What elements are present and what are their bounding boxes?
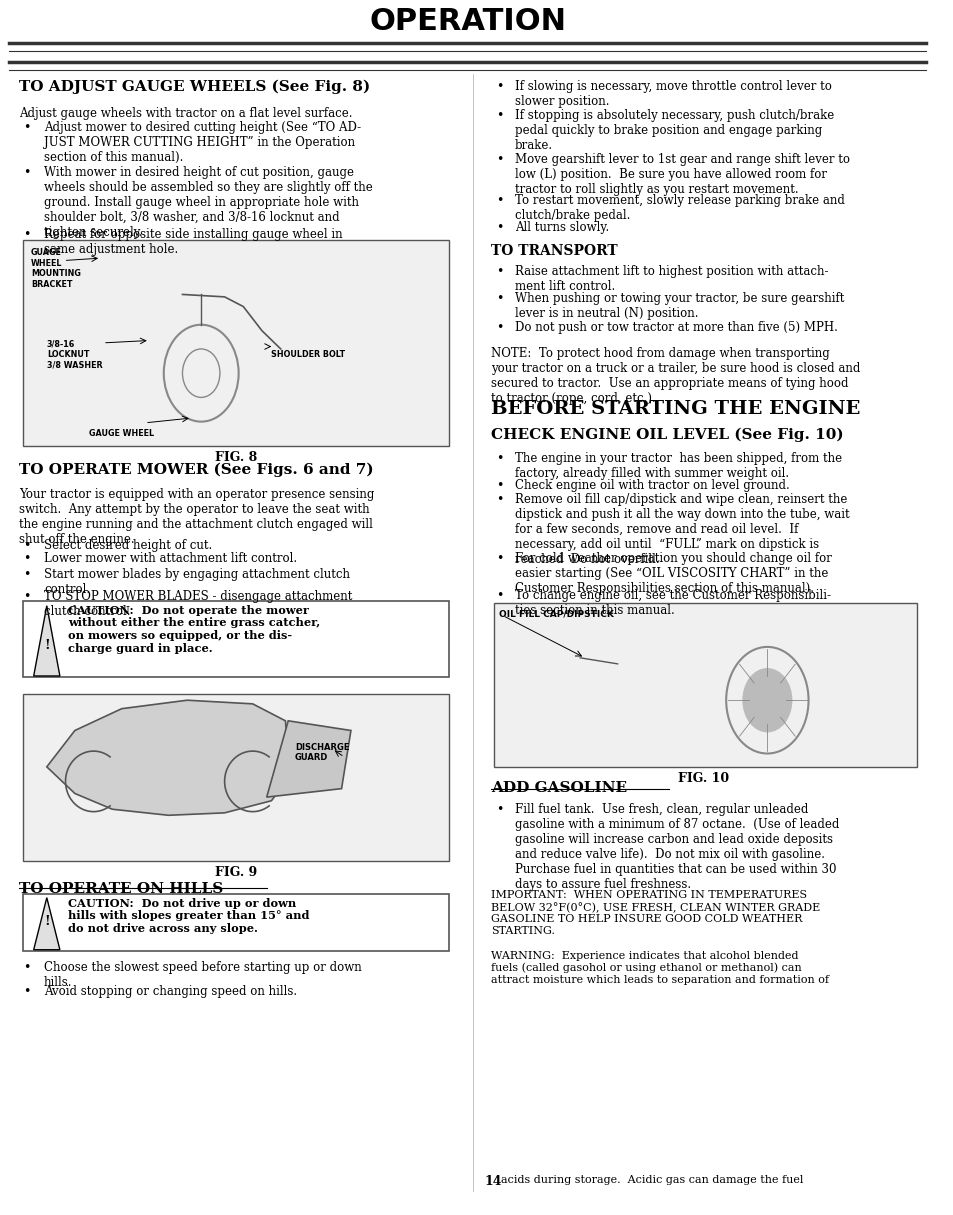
Text: BEFORE STARTING THE ENGINE: BEFORE STARTING THE ENGINE bbox=[491, 400, 860, 418]
Text: •: • bbox=[496, 194, 503, 207]
Text: OIL FILL CAP/DIPSTICK: OIL FILL CAP/DIPSTICK bbox=[498, 610, 613, 618]
Text: •: • bbox=[496, 80, 503, 94]
Text: If slowing is necessary, move throttle control lever to
slower position.: If slowing is necessary, move throttle c… bbox=[515, 80, 831, 108]
Text: IMPORTANT:  WHEN OPERATING IN TEMPERATURES
BELOW 32°F(0°C), USE FRESH, CLEAN WIN: IMPORTANT: WHEN OPERATING IN TEMPERATURE… bbox=[491, 891, 820, 936]
Text: •: • bbox=[496, 589, 503, 601]
Text: NOTE:  To protect hood from damage when transporting
your tractor on a truck or : NOTE: To protect hood from damage when t… bbox=[491, 346, 860, 405]
Text: •: • bbox=[24, 553, 30, 565]
Text: •: • bbox=[496, 803, 503, 816]
Text: •: • bbox=[496, 153, 503, 165]
FancyBboxPatch shape bbox=[24, 694, 449, 861]
Text: •: • bbox=[24, 590, 30, 603]
Text: •: • bbox=[496, 479, 503, 492]
Text: TO ADJUST GAUGE WHEELS (See Fig. 8): TO ADJUST GAUGE WHEELS (See Fig. 8) bbox=[19, 80, 370, 95]
Text: •: • bbox=[496, 553, 503, 565]
Text: •: • bbox=[24, 569, 30, 581]
Text: To restart movement, slowly release parking brake and
clutch/brake pedal.: To restart movement, slowly release park… bbox=[515, 194, 843, 222]
Text: •: • bbox=[496, 265, 503, 278]
Text: Your tractor is equipped with an operator presence sensing
switch.  Any attempt : Your tractor is equipped with an operato… bbox=[19, 488, 374, 547]
Text: •: • bbox=[24, 166, 30, 179]
FancyBboxPatch shape bbox=[24, 601, 449, 677]
Text: OPERATION: OPERATION bbox=[369, 7, 566, 36]
Text: 14: 14 bbox=[484, 1175, 501, 1188]
Text: With mower in desired height of cut position, gauge
wheels should be assembled s: With mower in desired height of cut posi… bbox=[44, 166, 373, 239]
Text: Start mower blades by engaging attachment clutch
control.: Start mower blades by engaging attachmen… bbox=[44, 569, 350, 597]
Polygon shape bbox=[33, 898, 60, 950]
Text: Adjust gauge wheels with tractor on a flat level surface.: Adjust gauge wheels with tractor on a fl… bbox=[19, 107, 352, 120]
Text: Choose the slowest speed before starting up or down
hills.: Choose the slowest speed before starting… bbox=[44, 961, 361, 989]
Text: •: • bbox=[496, 493, 503, 507]
Text: Do not push or tow tractor at more than five (5) MPH.: Do not push or tow tractor at more than … bbox=[515, 321, 837, 334]
Polygon shape bbox=[267, 720, 351, 797]
Text: •: • bbox=[496, 109, 503, 123]
Text: •: • bbox=[496, 292, 503, 305]
Text: All turns slowly.: All turns slowly. bbox=[515, 221, 608, 233]
Polygon shape bbox=[33, 606, 60, 676]
Text: DISCHARGE
GUARD: DISCHARGE GUARD bbox=[294, 742, 349, 762]
Text: •: • bbox=[24, 985, 30, 998]
Text: •: • bbox=[496, 321, 503, 334]
Text: SHOULDER BOLT: SHOULDER BOLT bbox=[271, 350, 345, 360]
Text: When pushing or towing your tractor, be sure gearshift
lever is in neutral (N) p: When pushing or towing your tractor, be … bbox=[515, 292, 843, 320]
Text: Fill fuel tank.  Use fresh, clean, regular unleaded
gasoline with a minimum of 8: Fill fuel tank. Use fresh, clean, regula… bbox=[515, 803, 839, 891]
Text: TO OPERATE ON HILLS: TO OPERATE ON HILLS bbox=[19, 882, 223, 895]
Text: Repeat for opposite side installing gauge wheel in
same adjustment hole.: Repeat for opposite side installing gaug… bbox=[44, 228, 342, 256]
Text: GAUGE WHEEL: GAUGE WHEEL bbox=[89, 429, 153, 437]
Text: •: • bbox=[24, 539, 30, 552]
Text: •: • bbox=[496, 221, 503, 233]
Text: •: • bbox=[24, 122, 30, 134]
Text: Avoid stopping or changing speed on hills.: Avoid stopping or changing speed on hill… bbox=[44, 985, 296, 998]
Text: CAUTION:  Do not drive up or down
hills with slopes greater than 15° and
do not : CAUTION: Do not drive up or down hills w… bbox=[69, 898, 310, 934]
Text: TO TRANSPORT: TO TRANSPORT bbox=[491, 243, 618, 258]
Text: Raise attachment lift to highest position with attach-
ment lift control.: Raise attachment lift to highest positio… bbox=[515, 265, 827, 293]
Text: !: ! bbox=[44, 915, 50, 928]
Text: To change engine oil, see the Customer Responsibili-
ties section in this manual: To change engine oil, see the Customer R… bbox=[515, 589, 830, 617]
Text: •: • bbox=[24, 961, 30, 973]
Text: TO STOP MOWER BLADES - disengage attachment
clutch control.: TO STOP MOWER BLADES - disengage attachm… bbox=[44, 590, 352, 618]
Text: CAUTION:  Do not operate the mower
without either the entire grass catcher,
on m: CAUTION: Do not operate the mower withou… bbox=[69, 605, 320, 654]
Text: acids during storage.  Acidic gas can damage the fuel: acids during storage. Acidic gas can dam… bbox=[500, 1175, 802, 1185]
Text: WARNING:  Experience indicates that alcohol blended
fuels (called gasohol or usi: WARNING: Experience indicates that alcoh… bbox=[491, 951, 828, 985]
Circle shape bbox=[742, 668, 791, 731]
Text: If stopping is absolutely necessary, push clutch/brake
pedal quickly to brake po: If stopping is absolutely necessary, pus… bbox=[515, 109, 833, 152]
Text: Move gearshift lever to 1st gear and range shift lever to
low (L) position.  Be : Move gearshift lever to 1st gear and ran… bbox=[515, 153, 849, 196]
Text: The engine in your tractor  has been shipped, from the
factory, already filled w: The engine in your tractor has been ship… bbox=[515, 452, 841, 480]
Text: Select desired height of cut.: Select desired height of cut. bbox=[44, 539, 212, 552]
Text: CHECK ENGINE OIL LEVEL (See Fig. 10): CHECK ENGINE OIL LEVEL (See Fig. 10) bbox=[491, 428, 843, 442]
FancyBboxPatch shape bbox=[494, 604, 916, 767]
Text: •: • bbox=[24, 228, 30, 241]
FancyBboxPatch shape bbox=[24, 894, 449, 951]
Text: FIG. 9: FIG. 9 bbox=[214, 866, 256, 880]
Text: FIG. 8: FIG. 8 bbox=[214, 451, 256, 464]
Text: Remove oil fill cap/dipstick and wipe clean, reinsert the
dipstick and push it a: Remove oil fill cap/dipstick and wipe cl… bbox=[515, 493, 848, 566]
FancyBboxPatch shape bbox=[24, 239, 449, 446]
Text: ADD GASOLINE: ADD GASOLINE bbox=[491, 781, 627, 796]
Text: GUAGE
WHEEL
MOUNTING
BRACKET: GUAGE WHEEL MOUNTING BRACKET bbox=[30, 248, 81, 289]
Text: 3/8-16
LOCKNUT
3/8 WASHER: 3/8-16 LOCKNUT 3/8 WASHER bbox=[47, 339, 102, 369]
Text: !: ! bbox=[44, 639, 50, 652]
Text: FIG. 10: FIG. 10 bbox=[678, 772, 728, 785]
Text: Lower mower with attachment lift control.: Lower mower with attachment lift control… bbox=[44, 553, 296, 565]
Text: Check engine oil with tractor on level ground.: Check engine oil with tractor on level g… bbox=[515, 479, 789, 492]
Polygon shape bbox=[47, 700, 290, 815]
Text: •: • bbox=[496, 452, 503, 465]
Text: TO OPERATE MOWER (See Figs. 6 and 7): TO OPERATE MOWER (See Figs. 6 and 7) bbox=[19, 463, 373, 477]
Text: Adjust mower to desired cutting height (See “TO AD-
JUST MOWER CUTTING HEIGHT” i: Adjust mower to desired cutting height (… bbox=[44, 122, 361, 164]
Text: For cold weather operation you should change oil for
easier starting (See “OIL V: For cold weather operation you should ch… bbox=[515, 553, 831, 595]
